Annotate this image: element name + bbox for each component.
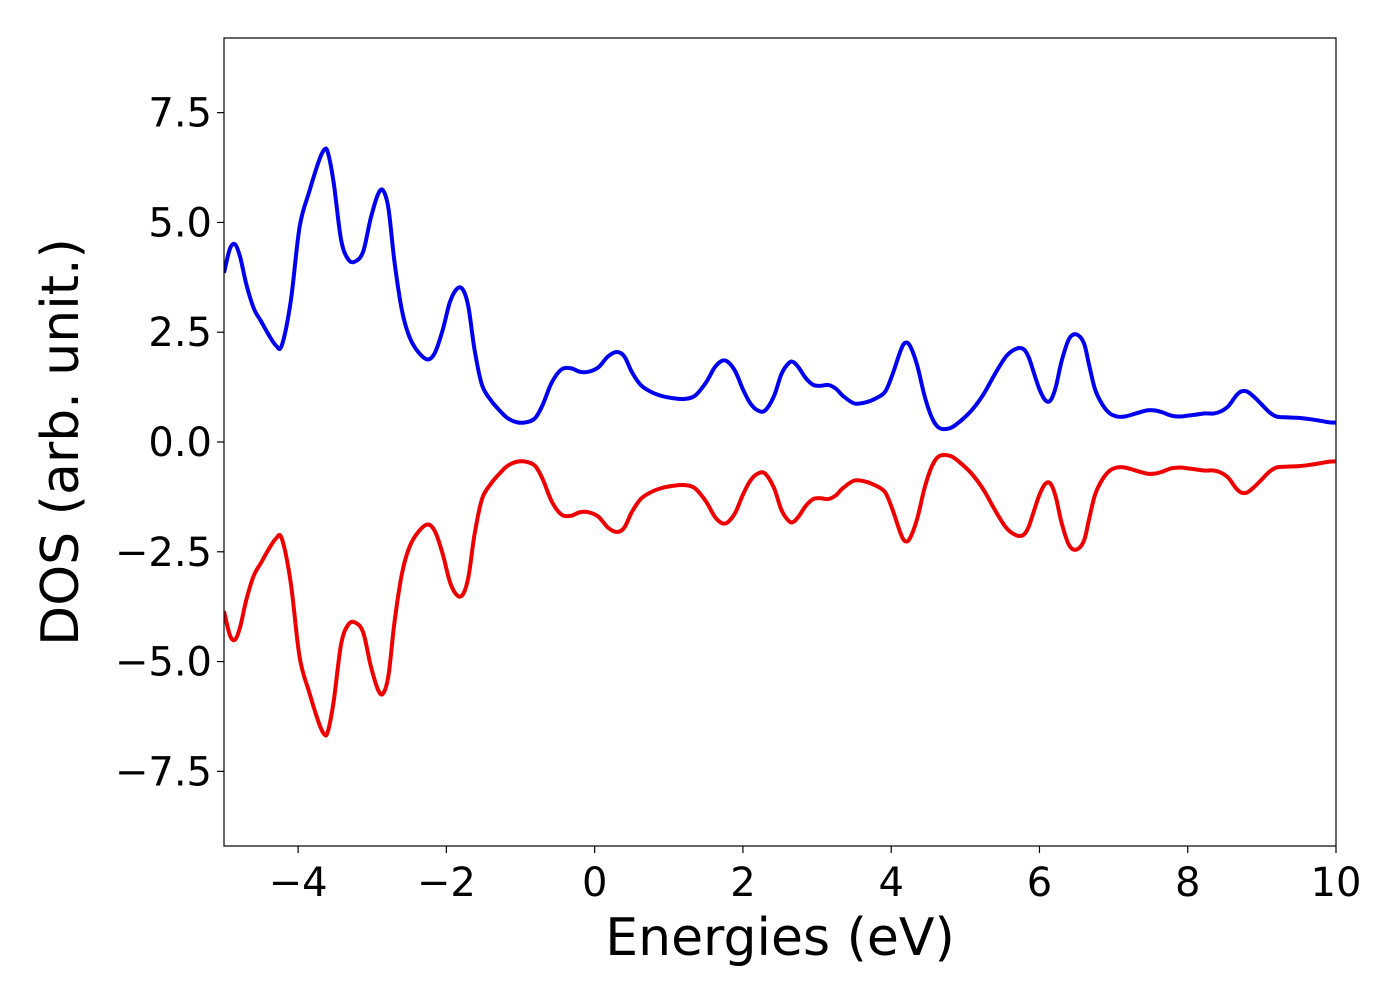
x-tick-label: 4 [878, 860, 903, 906]
x-tick-label: 8 [1175, 860, 1200, 906]
y-tick-label: −5.0 [115, 640, 212, 686]
x-tick-label: 2 [730, 860, 755, 906]
y-tick-label: −2.5 [115, 530, 212, 576]
x-tick-label: −2 [417, 860, 476, 906]
x-tick-label: −4 [269, 860, 328, 906]
series-layer [224, 146, 1336, 738]
y-tick-label: 7.5 [148, 91, 212, 137]
x-tick-label: 0 [582, 860, 607, 906]
y-tick-label: 5.0 [148, 200, 212, 246]
series-line-0 [224, 146, 1336, 432]
y-tick-label: 2.5 [148, 310, 212, 356]
y-axis-label: DOS (arb. unit.) [31, 238, 91, 646]
x-axis: −4 −2 0 2 4 6 8 10 [269, 846, 1362, 906]
x-tick-label: 10 [1311, 860, 1362, 906]
plot-frame [223, 37, 1337, 847]
x-axis-label: Energies (eV) [605, 908, 954, 968]
y-tick-label: 0.0 [148, 420, 212, 466]
y-axis: −7.5 −5.0 −2.5 0.0 2.5 5.0 7.5 [115, 91, 224, 795]
x-tick-label: 6 [1027, 860, 1052, 906]
series-line-1 [224, 452, 1336, 738]
y-tick-label: −7.5 [115, 749, 212, 795]
